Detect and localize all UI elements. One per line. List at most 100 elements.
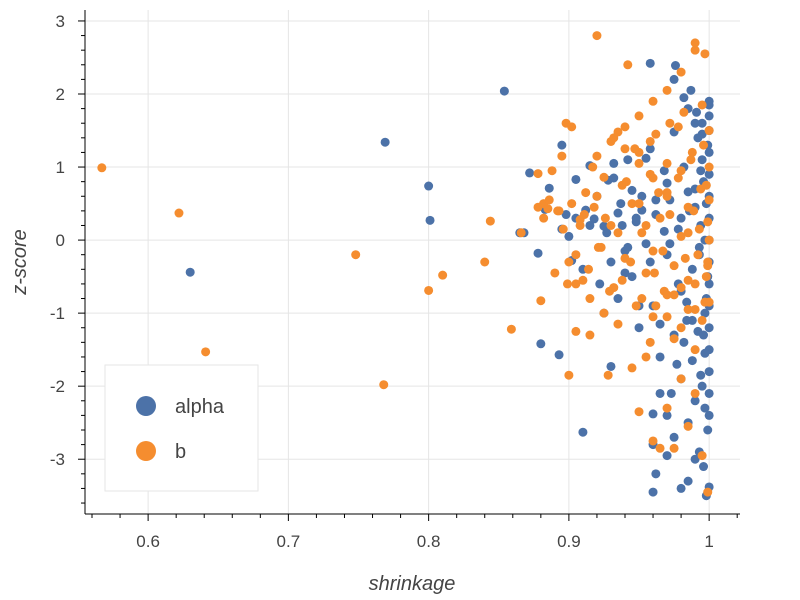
point-b xyxy=(699,140,709,150)
point-alpha xyxy=(595,279,605,289)
point-alpha xyxy=(613,208,623,218)
point-alpha xyxy=(686,85,696,95)
point-b xyxy=(627,199,637,209)
point-b xyxy=(697,100,707,110)
x-tick-label: 0.8 xyxy=(417,532,441,551)
point-alpha xyxy=(704,169,714,179)
point-alpha xyxy=(704,279,714,289)
point-alpha xyxy=(613,294,623,304)
point-b xyxy=(655,213,665,223)
point-b xyxy=(680,253,690,263)
point-alpha xyxy=(554,350,564,360)
point-alpha xyxy=(623,155,633,165)
point-b xyxy=(533,169,543,179)
point-b xyxy=(485,216,495,226)
point-b xyxy=(704,195,714,205)
point-b xyxy=(673,122,683,132)
point-b xyxy=(626,257,636,267)
y-tick-label: 0 xyxy=(56,231,65,250)
point-b xyxy=(588,162,598,172)
point-alpha xyxy=(659,166,669,176)
point-b xyxy=(690,38,700,48)
point-b xyxy=(613,319,623,329)
point-alpha xyxy=(676,213,686,223)
point-alpha xyxy=(655,352,665,362)
point-alpha xyxy=(693,326,703,336)
point-b xyxy=(683,202,693,212)
point-b xyxy=(683,228,693,238)
point-b xyxy=(554,206,564,216)
point-b xyxy=(704,162,714,172)
point-b xyxy=(579,210,589,220)
point-b xyxy=(687,147,697,157)
point-alpha xyxy=(669,432,679,442)
point-b xyxy=(690,345,700,355)
legend-marker-alpha xyxy=(136,396,156,416)
point-b xyxy=(596,242,606,252)
point-b xyxy=(676,166,686,176)
point-alpha xyxy=(425,215,435,225)
point-b xyxy=(634,158,644,168)
point-b xyxy=(658,246,668,256)
point-alpha xyxy=(609,173,619,183)
point-alpha xyxy=(655,319,665,329)
point-alpha xyxy=(533,248,543,258)
point-b xyxy=(630,144,640,154)
point-alpha xyxy=(627,272,637,282)
point-b xyxy=(683,275,693,285)
point-b xyxy=(584,264,594,274)
point-b xyxy=(669,443,679,453)
point-alpha xyxy=(536,339,546,349)
point-b xyxy=(606,220,616,230)
point-alpha xyxy=(703,425,713,435)
point-alpha xyxy=(185,267,195,277)
point-alpha xyxy=(662,451,672,461)
point-alpha xyxy=(651,195,661,205)
point-b xyxy=(669,261,679,271)
point-b xyxy=(620,122,630,132)
point-b xyxy=(631,301,641,311)
point-b xyxy=(665,210,675,220)
point-b xyxy=(603,370,613,380)
y-tick-label: 1 xyxy=(56,158,65,177)
point-alpha xyxy=(683,476,693,486)
point-b xyxy=(676,283,686,293)
point-b xyxy=(669,334,679,344)
point-alpha xyxy=(557,140,567,150)
point-b xyxy=(648,246,658,256)
point-b xyxy=(641,352,651,362)
point-b xyxy=(581,188,591,198)
legend-marker-b xyxy=(136,441,156,461)
point-alpha xyxy=(544,183,554,193)
point-b xyxy=(690,388,700,398)
point-alpha xyxy=(666,388,676,398)
point-b xyxy=(648,312,658,322)
point-alpha xyxy=(578,427,588,437)
y-tick-label: -3 xyxy=(50,450,65,469)
point-b xyxy=(648,173,658,183)
point-alpha xyxy=(648,409,658,419)
point-alpha xyxy=(679,337,689,347)
point-b xyxy=(648,436,658,446)
point-alpha xyxy=(697,155,707,165)
point-b xyxy=(97,163,107,173)
point-b xyxy=(683,304,693,314)
point-b xyxy=(651,129,661,139)
point-alpha xyxy=(704,147,714,157)
y-axis-title: z-score xyxy=(9,229,31,296)
point-b xyxy=(662,290,672,300)
point-b xyxy=(637,294,647,304)
point-b xyxy=(697,451,707,461)
point-b xyxy=(662,403,672,413)
data-points xyxy=(97,31,714,501)
point-b xyxy=(703,257,713,267)
point-b xyxy=(571,326,581,336)
point-b xyxy=(634,407,644,417)
x-tick-label: 0.7 xyxy=(277,532,301,551)
point-alpha xyxy=(679,93,689,103)
point-alpha xyxy=(690,454,700,464)
point-b xyxy=(648,96,658,106)
point-alpha xyxy=(700,308,710,318)
point-b xyxy=(592,151,602,161)
point-b xyxy=(516,228,526,238)
